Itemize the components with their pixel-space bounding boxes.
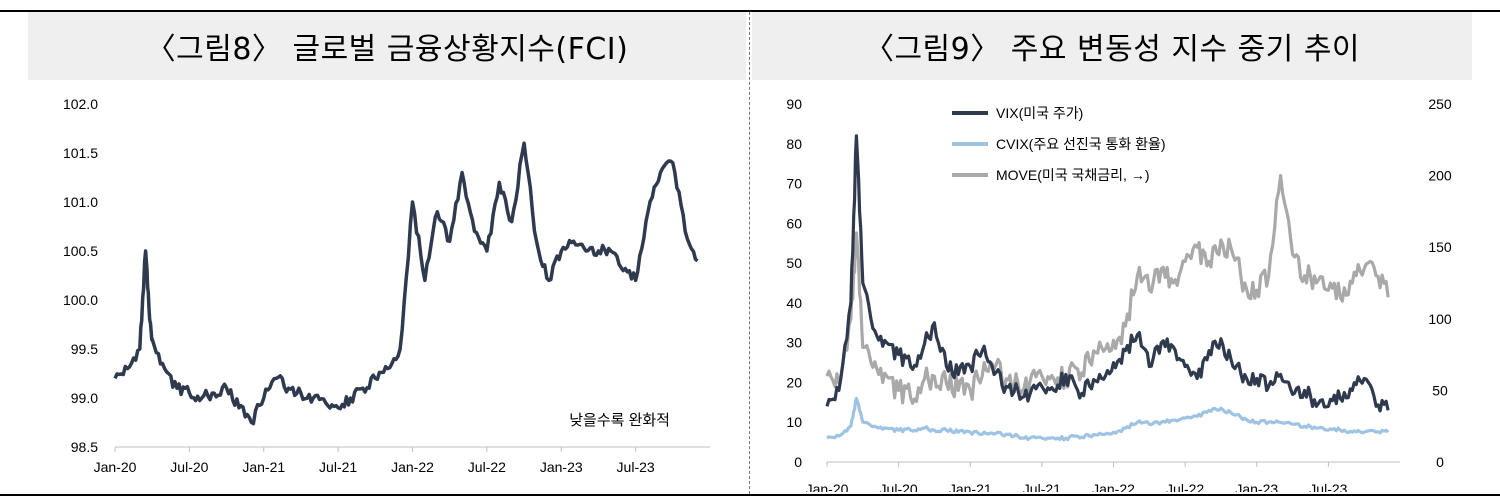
x-tick-label: Jan-23 — [1235, 481, 1278, 492]
right-y-tick-label: 100 — [1428, 311, 1452, 327]
legend-label: MOVE(미국 국채금리, →) — [996, 167, 1150, 183]
y-tick-label: 99.0 — [71, 390, 98, 406]
panel-divider — [749, 12, 750, 494]
x-tick-label: Jul-22 — [468, 459, 506, 475]
top-border — [0, 10, 1500, 12]
left-y-tick-label: 70 — [786, 176, 802, 192]
x-tick-label: Jan-20 — [94, 459, 137, 475]
left-y-tick-label: 10 — [786, 414, 802, 430]
x-tick-label: Jan-22 — [1092, 481, 1135, 492]
left-y-tick-label: 80 — [786, 136, 802, 152]
right-y-tick-label: 50 — [1432, 382, 1448, 398]
left-y-tick-label: 90 — [786, 96, 802, 112]
x-tick-label: Jan-20 — [806, 481, 849, 492]
left-y-tick-label: 50 — [786, 255, 802, 271]
legend-label: CVIX(주요 선진국 통화 환율) — [996, 136, 1166, 152]
series-line-2 — [825, 174, 1390, 405]
right-y-tick-label: 0 — [1436, 454, 1444, 470]
x-tick-label: Jan-21 — [949, 481, 992, 492]
chart-title-fci: 〈그림8〉 글로벌 금융상황지수(FCI) — [28, 12, 746, 80]
y-tick-label: 102.0 — [63, 96, 98, 112]
series-line-1 — [826, 396, 1390, 442]
x-tick-label: Jul-21 — [319, 459, 357, 475]
x-tick-label: Jan-23 — [540, 459, 583, 475]
left-y-tick-label: 60 — [786, 215, 802, 231]
fci-series-line — [113, 141, 699, 426]
y-tick-label: 101.0 — [63, 194, 98, 210]
chart-annotation: 낮을수록 완화적 — [569, 412, 670, 429]
x-tick-label: Jul-21 — [1023, 481, 1061, 492]
right-y-tick-label: 150 — [1428, 239, 1452, 255]
left-y-tick-label: 20 — [786, 374, 802, 390]
x-tick-label: Jul-23 — [1309, 481, 1347, 492]
legend-label: VIX(미국 주가) — [996, 105, 1083, 121]
x-tick-label: Jan-22 — [391, 459, 434, 475]
y-tick-label: 98.5 — [71, 439, 98, 455]
left-y-tick-label: 30 — [786, 335, 802, 351]
series-line-0 — [825, 134, 1390, 413]
x-tick-label: Jul-22 — [1166, 481, 1204, 492]
left-y-tick-label: 0 — [794, 454, 802, 470]
right-y-tick-label: 250 — [1428, 96, 1452, 112]
volatility-chart: 9080706050403020100250200150100500Jan-20… — [786, 96, 1452, 492]
y-tick-label: 99.5 — [71, 341, 98, 357]
x-tick-label: Jan-21 — [242, 459, 285, 475]
x-tick-label: Jul-20 — [170, 459, 208, 475]
right-y-tick-label: 200 — [1428, 168, 1452, 184]
left-y-tick-label: 40 — [786, 295, 802, 311]
chart-title-volatility: 〈그림9〉 주요 변동성 지수 중기 추이 — [752, 12, 1472, 80]
x-tick-label: Jul-23 — [617, 459, 655, 475]
y-tick-label: 100.5 — [63, 243, 98, 259]
x-tick-label: Jul-20 — [880, 481, 918, 492]
fci-chart: 102.0 101.5 101.0 100.5 100.0 99.5 99.0 98.5 Jan… — [63, 96, 710, 475]
y-tick-label: 100.0 — [63, 292, 98, 308]
bottom-border — [0, 494, 1500, 496]
y-tick-label: 101.5 — [63, 145, 98, 161]
